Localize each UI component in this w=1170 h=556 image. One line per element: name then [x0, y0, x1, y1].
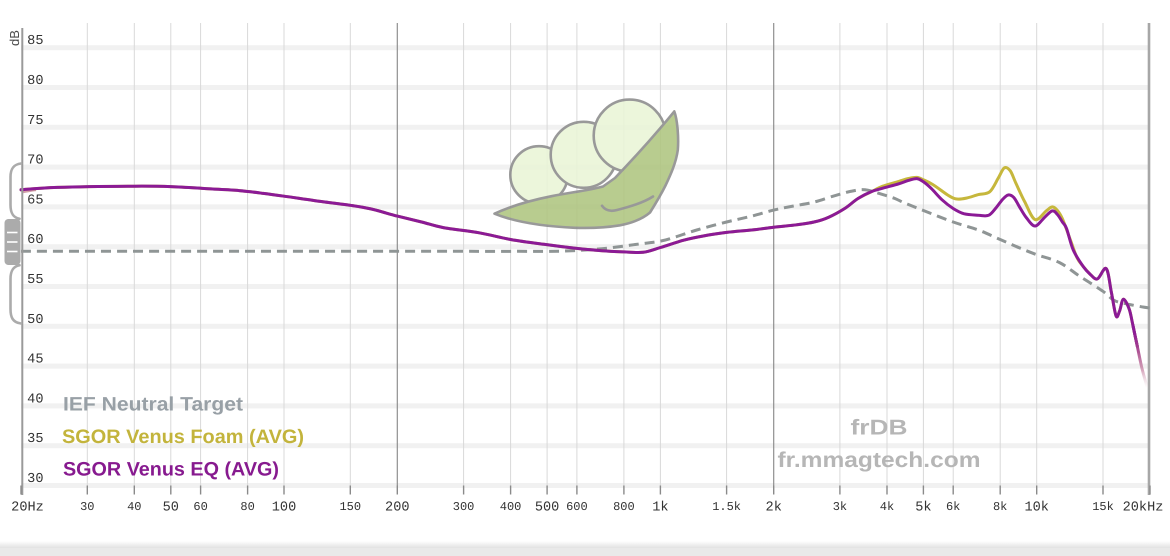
svg-text:75: 75: [27, 114, 43, 129]
svg-text:40: 40: [27, 392, 43, 407]
svg-text:40: 40: [127, 500, 141, 514]
svg-text:fr.mmagtech.com: fr.mmagtech.com: [778, 448, 981, 472]
svg-text:60: 60: [193, 500, 207, 514]
svg-text:2k: 2k: [766, 501, 782, 516]
svg-text:300: 300: [453, 500, 475, 514]
svg-text:3k: 3k: [833, 500, 847, 514]
svg-text:80: 80: [240, 500, 254, 514]
svg-text:5k: 5k: [915, 501, 931, 516]
svg-text:IEF Neutral Target: IEF Neutral Target: [63, 394, 244, 416]
svg-text:30: 30: [27, 472, 43, 487]
svg-text:35: 35: [27, 432, 43, 447]
svg-text:50: 50: [27, 313, 43, 328]
svg-text:400: 400: [500, 500, 522, 514]
svg-text:100: 100: [272, 501, 296, 516]
svg-text:70: 70: [27, 154, 43, 169]
svg-text:6k: 6k: [946, 500, 960, 514]
svg-text:800: 800: [613, 500, 635, 514]
svg-text:8k: 8k: [993, 500, 1007, 514]
svg-text:500: 500: [535, 501, 559, 516]
svg-text:15k: 15k: [1092, 500, 1114, 514]
svg-text:20kHz: 20kHz: [1123, 501, 1164, 516]
svg-text:20Hz: 20Hz: [11, 501, 44, 516]
svg-text:1.5k: 1.5k: [712, 500, 741, 514]
svg-text:80: 80: [27, 74, 43, 89]
svg-text:85: 85: [27, 34, 43, 49]
svg-text:30: 30: [80, 500, 94, 514]
svg-text:dB: dB: [7, 30, 22, 46]
svg-text:1k: 1k: [652, 501, 668, 516]
svg-text:4k: 4k: [880, 500, 894, 514]
svg-text:frDB: frDB: [851, 416, 908, 440]
svg-text:65: 65: [27, 193, 43, 208]
svg-text:55: 55: [27, 273, 43, 288]
svg-text:SGOR Venus Foam (AVG): SGOR Venus Foam (AVG): [62, 426, 304, 448]
svg-text:10k: 10k: [1024, 501, 1048, 516]
svg-text:50: 50: [163, 501, 179, 516]
svg-text:60: 60: [27, 233, 43, 248]
svg-text:150: 150: [339, 500, 361, 514]
svg-text:SGOR Venus EQ (AVG): SGOR Venus EQ (AVG): [63, 459, 279, 481]
svg-text:200: 200: [385, 501, 409, 516]
svg-text:45: 45: [27, 353, 43, 368]
svg-text:600: 600: [566, 500, 588, 514]
